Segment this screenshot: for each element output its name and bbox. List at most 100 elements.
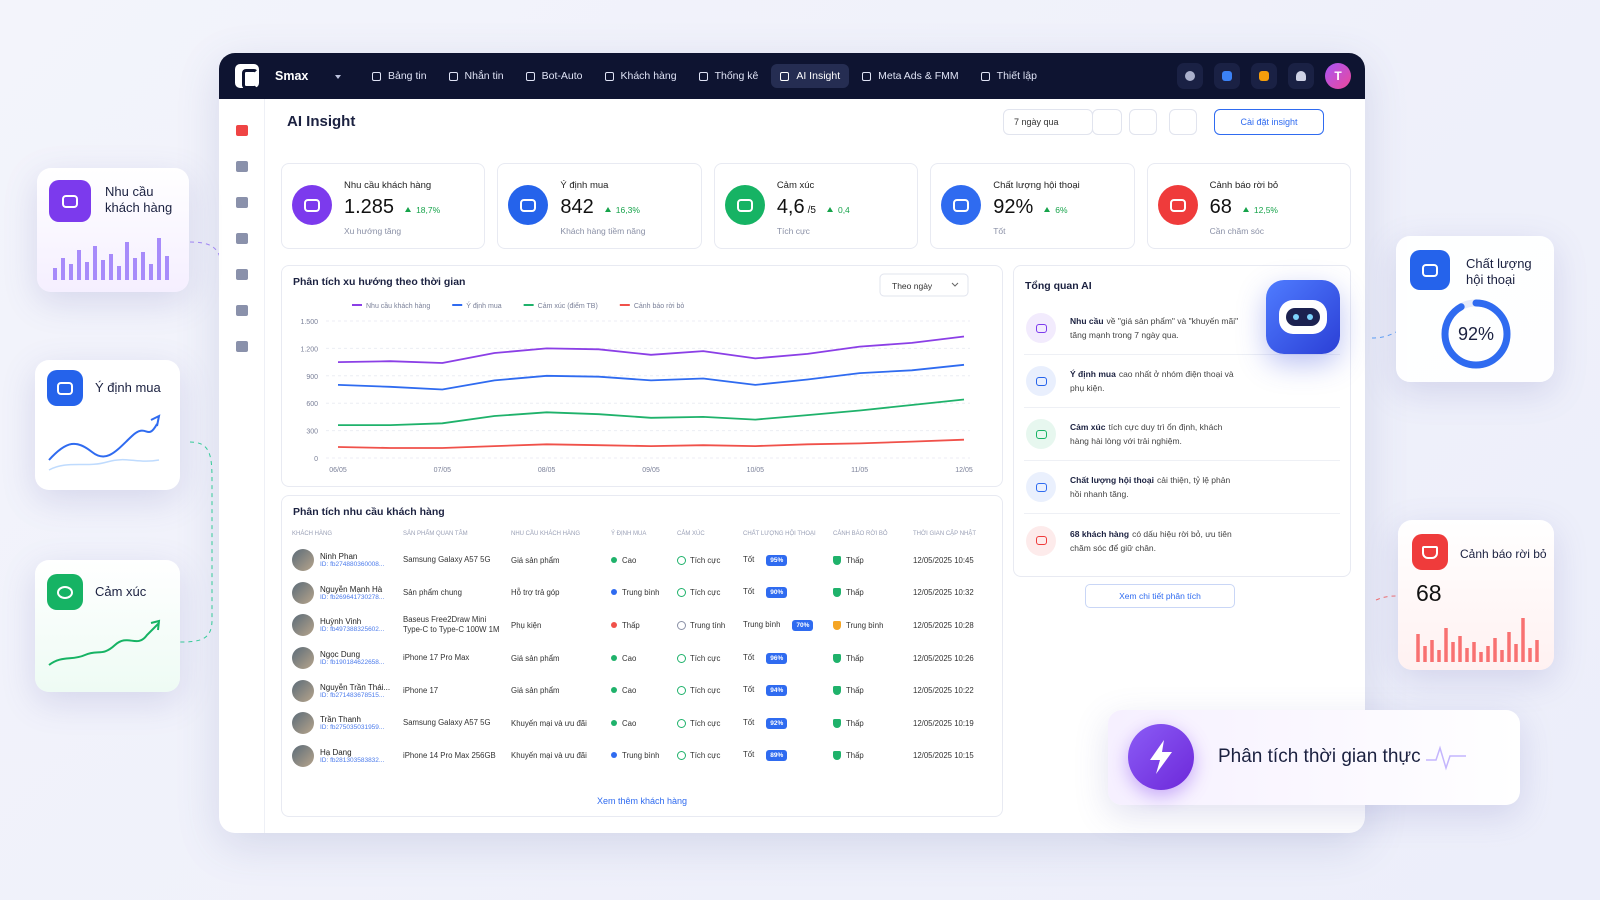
nav-item[interactable]: Meta Ads & FMM [853, 64, 968, 88]
quality-score: 92% [766, 717, 788, 729]
need: Giá sản phẩm [511, 686, 560, 696]
table-head: KHÁCH HÀNG SẢN PHẨM QUAN TÂM NHU CẦU KHÁCH… [288, 524, 996, 544]
refresh-button[interactable] [1169, 109, 1197, 135]
updated-time: 12/05/2025 10:32 [913, 588, 974, 598]
card-title: Cảnh báo rời bỏ [1460, 547, 1547, 561]
table-row[interactable]: Hạ Dang ID: fb281303583832... iPhone 14 Pr… [288, 740, 996, 773]
ai-item: Cảm xúc tích cực duy trì ổn định, khách h… [1024, 408, 1340, 461]
updated-time: 12/05/2025 10:19 [913, 718, 974, 728]
side-icon[interactable] [235, 197, 248, 208]
intent-cell: Cao [607, 642, 673, 675]
product: Baseus Free2Draw Mini Type-C to Type-C 1… [403, 615, 500, 635]
ai-icon [1026, 419, 1056, 449]
card-icon [1412, 534, 1448, 570]
cell: Ngọc Dung ID: fb190184622658... [288, 642, 399, 675]
bell-icon[interactable] [1288, 63, 1314, 89]
granularity-select [879, 273, 969, 297]
customer-avatar [292, 614, 314, 637]
logo[interactable] [235, 64, 259, 89]
sentiment-cell: Tích cực [673, 740, 739, 773]
intent-cell: Cao [607, 674, 673, 707]
product: Sản phẩm chung [403, 587, 462, 597]
settings-icon[interactable] [1177, 63, 1203, 89]
page-title: AI Insight [287, 113, 356, 130]
side-icon[interactable] [235, 233, 248, 244]
ai-item: 68 khách hàng có dấu hiệu rời bỏ, ưu tiên… [1024, 514, 1340, 567]
intent: Trung bình [622, 751, 660, 761]
nav-label: Thiết lập [996, 70, 1037, 82]
table-row[interactable]: Ninh Phan ID: fb274880360008... Samsung Ga… [288, 544, 996, 577]
brand[interactable]: Smax [275, 69, 309, 83]
x-tick-label: 10/05 [747, 467, 765, 474]
side-icon[interactable] [235, 161, 248, 172]
apps-icon[interactable] [1214, 63, 1240, 89]
intent-cell: Cao [607, 707, 673, 740]
kpi-change: 12,5% [1253, 205, 1278, 215]
gift-icon[interactable] [1251, 63, 1277, 89]
granularity-label: Theo ngày [892, 281, 933, 291]
customer-avatar [292, 712, 314, 735]
nav-item[interactable]: Khách hàng [596, 64, 686, 88]
sentiment: Tích cực [690, 718, 721, 728]
churn-cell: Trung bình [829, 609, 909, 642]
side-icon[interactable] [235, 125, 248, 136]
ai-text: Chất lượng hội thoại cải thiện, tỷ lệ phả… [1070, 473, 1240, 501]
customer-name: Trần Thanh [320, 715, 361, 725]
table-row[interactable]: Huỳnh Vinh ID: fb497388325602... Baseus Fr… [288, 609, 996, 642]
bars [53, 238, 169, 280]
intent: Thấp [622, 620, 640, 630]
y-tick-label: 1.500 [300, 319, 318, 326]
sentiment-cell: Trung tính [673, 609, 739, 642]
kpi-change: 6% [1055, 205, 1068, 215]
column-header: NHU CẦU KHÁCH HÀNG [511, 531, 581, 537]
table-body: Ninh Phan ID: fb274880360008... Samsung Ga… [288, 544, 996, 772]
kpi-icon [1157, 185, 1198, 225]
quality-score: 70% [792, 619, 814, 631]
cell: Nguyễn Trần Thái... ID: fb271483678515... [288, 674, 399, 707]
table-row[interactable]: Nguyễn Trần Thái... ID: fb271483678515...… [288, 674, 996, 707]
kpi-label: Nhu cầu khách hàng [344, 180, 432, 191]
customer-table: KHÁCH HÀNG SẢN PHẨM QUAN TÂM NHU CẦU KHÁCH… [288, 524, 996, 772]
sentiment-icon [677, 718, 686, 728]
nav-item[interactable]: Bảng tin [363, 64, 436, 88]
range-select[interactable]: 7 ngày qua [1003, 109, 1093, 135]
ai-detail: về "giá sản phẩm" và "khuyến mãi" tăng m… [1070, 316, 1239, 340]
customer-name: Ninh Phan [320, 552, 358, 562]
nav-item[interactable]: Bot-Auto [517, 64, 592, 88]
cell: Nguyễn Mạnh Hà ID: fb269641730278... [288, 577, 399, 610]
churn-cell: Thấp [829, 740, 909, 773]
y-tick-label: 300 [306, 429, 318, 436]
filter-button[interactable] [1129, 109, 1157, 135]
range-caret[interactable] [1092, 109, 1122, 135]
customer-id: ID: fb274880360008... [320, 561, 385, 569]
customer-name: Nguyễn Trần Thái... [320, 682, 391, 692]
kpi-note: Cần chăm sóc [1209, 226, 1264, 236]
sentiment: Trung tính [690, 620, 726, 630]
avatar[interactable]: T [1325, 63, 1351, 89]
nav-item[interactable]: AI Insight [771, 64, 850, 88]
cell: Huỳnh Vinh ID: fb497388325602... [288, 609, 399, 642]
ai-link[interactable]: Xem chi tiết phân tích [1085, 584, 1235, 608]
ai-item: Nhu cầu về "giá sản phẩm" và "khuyến mãi"… [1024, 302, 1340, 355]
table-row[interactable]: Nguyễn Mạnh Hà ID: fb269641730278... Sản p… [288, 577, 996, 610]
settings-button[interactable]: Cài đặt insight [1214, 109, 1324, 135]
intent-card: Ý định mua [35, 360, 180, 490]
customer-id: ID: fb275035031959... [320, 724, 385, 732]
nav-icon [780, 71, 790, 81]
nav-item[interactable]: Thiết lập [972, 64, 1046, 88]
nav-item[interactable]: Thống kê [690, 64, 768, 88]
more-link[interactable]: Xem thêm khách hàng [596, 796, 688, 806]
ai-text: 68 khách hàng có dấu hiệu rời bỏ, ưu tiên… [1070, 527, 1240, 555]
pulse-line [1426, 745, 1466, 771]
side-icon[interactable] [235, 341, 248, 352]
nav-item[interactable]: Nhắn tin [440, 64, 513, 88]
donut-arc [1441, 299, 1511, 369]
table-row[interactable]: Trần Thanh ID: fb275035031959... Samsung G… [288, 707, 996, 740]
cell: Hạ Dang ID: fb281303583832... [288, 740, 399, 773]
intent-dot [611, 621, 617, 628]
side-icon[interactable] [235, 269, 248, 280]
updated-time: 12/05/2025 10:26 [913, 653, 974, 663]
side-icon[interactable] [235, 305, 248, 316]
table-row[interactable]: Ngọc Dung ID: fb190184622658... iPhone 17 … [288, 642, 996, 675]
churn-cell: Thấp [829, 577, 909, 610]
